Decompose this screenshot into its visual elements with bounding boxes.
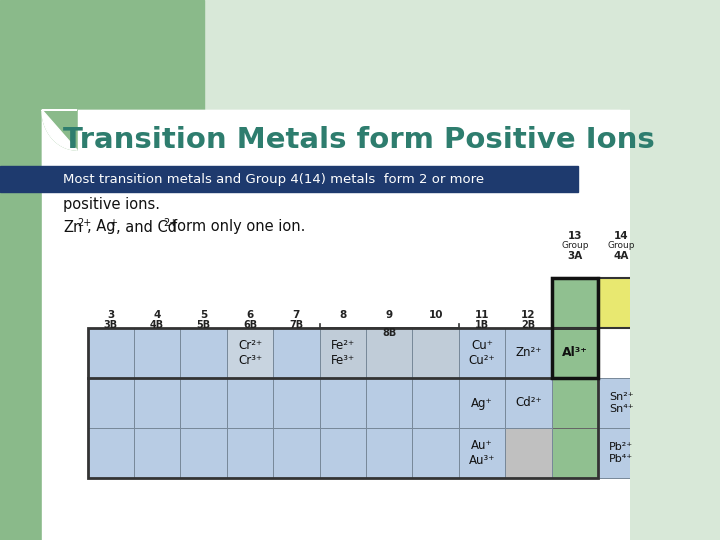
Bar [42, 0, 204, 110]
Text: 2B: 2B [521, 320, 536, 330]
Bar [134, 328, 181, 378]
Bar [413, 328, 459, 378]
Text: 6B: 6B [243, 320, 257, 330]
Bar [88, 328, 598, 478]
Polygon shape [42, 110, 77, 150]
Text: Fe²⁺
Fe³⁺: Fe²⁺ Fe³⁺ [330, 339, 355, 367]
Bar [273, 428, 320, 478]
Text: 10: 10 [428, 310, 443, 320]
Bar [273, 378, 320, 428]
Text: 7B: 7B [289, 320, 303, 330]
Bar [459, 328, 505, 378]
Text: 2+: 2+ [77, 218, 91, 228]
Bar [0, 0, 42, 540]
Text: 12: 12 [521, 310, 536, 320]
Text: 4: 4 [153, 310, 161, 320]
Text: 4B: 4B [150, 320, 164, 330]
Text: Pb²⁺
Pb⁴⁺: Pb²⁺ Pb⁴⁺ [609, 442, 634, 464]
Bar [88, 328, 134, 378]
Text: 8: 8 [339, 310, 346, 320]
Text: 7: 7 [293, 310, 300, 320]
Bar [181, 378, 227, 428]
Bar [134, 378, 181, 428]
Polygon shape [42, 110, 77, 150]
Bar [227, 328, 273, 378]
Bar [552, 278, 598, 328]
Bar [459, 428, 505, 478]
Bar [552, 428, 598, 478]
Bar [598, 378, 644, 428]
Bar [413, 378, 459, 428]
Text: 9: 9 [386, 310, 393, 320]
Bar [134, 428, 181, 478]
Text: 4A: 4A [613, 251, 629, 261]
Text: Au⁺
Au³⁺: Au⁺ Au³⁺ [469, 439, 495, 467]
Text: positive ions.: positive ions. [63, 197, 160, 212]
Bar [366, 328, 413, 378]
Text: Most transition metals and Group 4(14) metals  form 2 or more: Most transition metals and Group 4(14) m… [63, 172, 484, 186]
Text: Group: Group [561, 241, 588, 251]
Bar [181, 328, 227, 378]
Text: , Ag: , Ag [86, 219, 115, 234]
Text: Cr²⁺
Cr³⁺: Cr²⁺ Cr³⁺ [238, 339, 262, 367]
Bar [227, 428, 273, 478]
Text: 3A: 3A [567, 251, 582, 261]
Bar [320, 378, 366, 428]
Bar [227, 378, 273, 428]
Text: 3B: 3B [104, 320, 118, 330]
Text: Cd²⁺: Cd²⁺ [515, 396, 541, 409]
Bar [598, 278, 644, 328]
Text: 13: 13 [567, 231, 582, 241]
Bar [552, 378, 598, 428]
Bar [413, 428, 459, 478]
Text: Ag⁺: Ag⁺ [471, 396, 493, 409]
Bar [366, 378, 413, 428]
Text: Cu⁺
Cu²⁺: Cu⁺ Cu²⁺ [469, 339, 495, 367]
Text: 1B: 1B [475, 320, 489, 330]
Text: 14: 14 [614, 231, 629, 241]
Text: form only one ion.: form only one ion. [173, 219, 306, 234]
Bar [320, 328, 366, 378]
Text: 2+: 2+ [163, 218, 177, 228]
Bar [505, 378, 552, 428]
Bar [42, 110, 620, 170]
Text: Group: Group [608, 241, 635, 251]
Bar [88, 378, 134, 428]
Bar [505, 328, 552, 378]
Text: Transition Metals form Positive Ions: Transition Metals form Positive Ions [63, 126, 654, 154]
Text: Sn²⁺
Sn⁴⁺: Sn²⁺ Sn⁴⁺ [609, 392, 634, 414]
Text: 5: 5 [200, 310, 207, 320]
Bar [459, 378, 505, 428]
Bar [42, 110, 631, 540]
Bar [552, 328, 598, 378]
Bar [0, 166, 578, 192]
Text: Zn: Zn [63, 219, 82, 234]
Text: 5B: 5B [197, 320, 211, 330]
Bar [552, 278, 598, 378]
Bar [273, 328, 320, 378]
Text: 3: 3 [107, 310, 114, 320]
Text: Al³⁺: Al³⁺ [562, 347, 588, 360]
Bar [88, 428, 134, 478]
Text: 8B: 8B [382, 328, 396, 338]
Text: Zn²⁺: Zn²⁺ [516, 347, 541, 360]
Bar [366, 428, 413, 478]
Text: +: + [109, 218, 117, 228]
Bar [598, 428, 644, 478]
Bar [181, 428, 227, 478]
Text: 11: 11 [474, 310, 490, 320]
Text: 6: 6 [246, 310, 253, 320]
Bar [320, 428, 366, 478]
Bar [505, 428, 552, 478]
Text: , and Cd: , and Cd [116, 219, 176, 234]
